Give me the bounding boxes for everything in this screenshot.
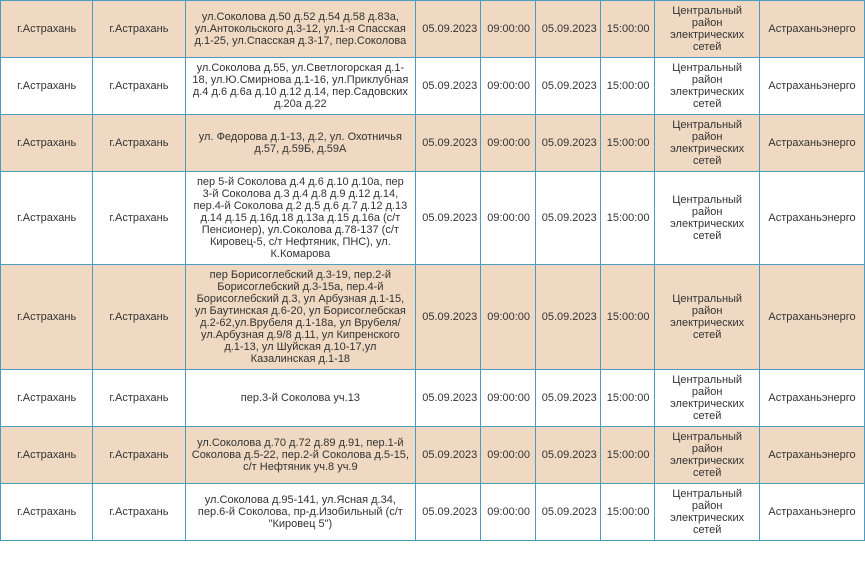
cell-city1: г.Астрахань	[1, 427, 93, 484]
cell-address: ул.Соколова д.70 д.72 д.89 д.91, пер.1-й…	[185, 427, 416, 484]
cell-date-end: 05.09.2023	[535, 1, 600, 58]
cell-region: Центральный район электрических сетей	[655, 115, 760, 172]
cell-address: пер Борисоглебский д.3-19, пер.2-й Борис…	[185, 265, 416, 370]
table-row: г.Астраханьг.Астраханьул.Соколова д.55, …	[1, 58, 865, 115]
cell-address: ул. Федорова д.1-13, д.2, ул. Охотничья …	[185, 115, 416, 172]
cell-time-start: 09:00:00	[481, 1, 536, 58]
cell-city2: г.Астрахань	[93, 427, 185, 484]
cell-time-end: 15:00:00	[600, 265, 655, 370]
table-row: г.Астраханьг.Астраханьпер 5-й Соколова д…	[1, 172, 865, 265]
cell-city2: г.Астрахань	[93, 370, 185, 427]
cell-address: пер 5-й Соколова д.4 д.6 д.10 д.10а, пер…	[185, 172, 416, 265]
cell-city2: г.Астрахань	[93, 115, 185, 172]
cell-date-start: 05.09.2023	[416, 370, 481, 427]
cell-address: ул.Соколова д.50 д.52 д.54 д.58 д.83а, у…	[185, 1, 416, 58]
cell-time-end: 15:00:00	[600, 484, 655, 541]
table-row: г.Астраханьг.Астраханьпер.3-й Соколова у…	[1, 370, 865, 427]
cell-date-end: 05.09.2023	[535, 58, 600, 115]
cell-org: Астраханьэнерго	[760, 427, 865, 484]
cell-date-start: 05.09.2023	[416, 427, 481, 484]
cell-org: Астраханьэнерго	[760, 370, 865, 427]
cell-city2: г.Астрахань	[93, 58, 185, 115]
cell-time-end: 15:00:00	[600, 1, 655, 58]
cell-date-end: 05.09.2023	[535, 427, 600, 484]
cell-time-start: 09:00:00	[481, 58, 536, 115]
cell-region: Центральный район электрических сетей	[655, 265, 760, 370]
cell-time-start: 09:00:00	[481, 370, 536, 427]
cell-date-end: 05.09.2023	[535, 115, 600, 172]
cell-date-start: 05.09.2023	[416, 484, 481, 541]
cell-date-end: 05.09.2023	[535, 172, 600, 265]
cell-region: Центральный район электрических сетей	[655, 484, 760, 541]
cell-time-start: 09:00:00	[481, 115, 536, 172]
cell-region: Центральный район электрических сетей	[655, 370, 760, 427]
cell-time-end: 15:00:00	[600, 172, 655, 265]
cell-region: Центральный район электрических сетей	[655, 427, 760, 484]
table-row: г.Астраханьг.Астраханьул.Соколова д.50 д…	[1, 1, 865, 58]
cell-time-start: 09:00:00	[481, 172, 536, 265]
table-row: г.Астраханьг.Астраханьул.Соколова д.70 д…	[1, 427, 865, 484]
cell-date-end: 05.09.2023	[535, 370, 600, 427]
cell-region: Центральный район электрических сетей	[655, 58, 760, 115]
cell-date-start: 05.09.2023	[416, 265, 481, 370]
cell-org: Астраханьэнерго	[760, 484, 865, 541]
outage-table: г.Астраханьг.Астраханьул.Соколова д.50 д…	[0, 0, 865, 541]
cell-time-end: 15:00:00	[600, 115, 655, 172]
table-row: г.Астраханьг.Астраханьпер Борисоглебский…	[1, 265, 865, 370]
cell-region: Центральный район электрических сетей	[655, 1, 760, 58]
table-row: г.Астраханьг.Астраханьул.Соколова д.95-1…	[1, 484, 865, 541]
cell-time-end: 15:00:00	[600, 370, 655, 427]
cell-city2: г.Астрахань	[93, 265, 185, 370]
cell-time-start: 09:00:00	[481, 265, 536, 370]
cell-city1: г.Астрахань	[1, 172, 93, 265]
cell-city2: г.Астрахань	[93, 172, 185, 265]
cell-region: Центральный район электрических сетей	[655, 172, 760, 265]
cell-address: пер.3-й Соколова уч.13	[185, 370, 416, 427]
cell-time-end: 15:00:00	[600, 58, 655, 115]
cell-time-start: 09:00:00	[481, 484, 536, 541]
table-row: г.Астраханьг.Астраханьул. Федорова д.1-1…	[1, 115, 865, 172]
cell-city2: г.Астрахань	[93, 1, 185, 58]
cell-org: Астраханьэнерго	[760, 115, 865, 172]
cell-date-start: 05.09.2023	[416, 115, 481, 172]
cell-address: ул.Соколова д.55, ул.Светлогорская д.1-1…	[185, 58, 416, 115]
cell-date-start: 05.09.2023	[416, 1, 481, 58]
cell-date-end: 05.09.2023	[535, 265, 600, 370]
cell-time-start: 09:00:00	[481, 427, 536, 484]
cell-city1: г.Астрахань	[1, 1, 93, 58]
cell-city1: г.Астрахань	[1, 58, 93, 115]
cell-org: Астраханьэнерго	[760, 265, 865, 370]
cell-date-end: 05.09.2023	[535, 484, 600, 541]
cell-org: Астраханьэнерго	[760, 172, 865, 265]
cell-city1: г.Астрахань	[1, 370, 93, 427]
cell-city1: г.Астрахань	[1, 265, 93, 370]
cell-time-end: 15:00:00	[600, 427, 655, 484]
cell-city1: г.Астрахань	[1, 115, 93, 172]
cell-address: ул.Соколова д.95-141, ул.Ясная д.34, пер…	[185, 484, 416, 541]
cell-org: Астраханьэнерго	[760, 58, 865, 115]
cell-date-start: 05.09.2023	[416, 58, 481, 115]
cell-org: Астраханьэнерго	[760, 1, 865, 58]
cell-date-start: 05.09.2023	[416, 172, 481, 265]
cell-city2: г.Астрахань	[93, 484, 185, 541]
cell-city1: г.Астрахань	[1, 484, 93, 541]
table-body: г.Астраханьг.Астраханьул.Соколова д.50 д…	[1, 1, 865, 541]
